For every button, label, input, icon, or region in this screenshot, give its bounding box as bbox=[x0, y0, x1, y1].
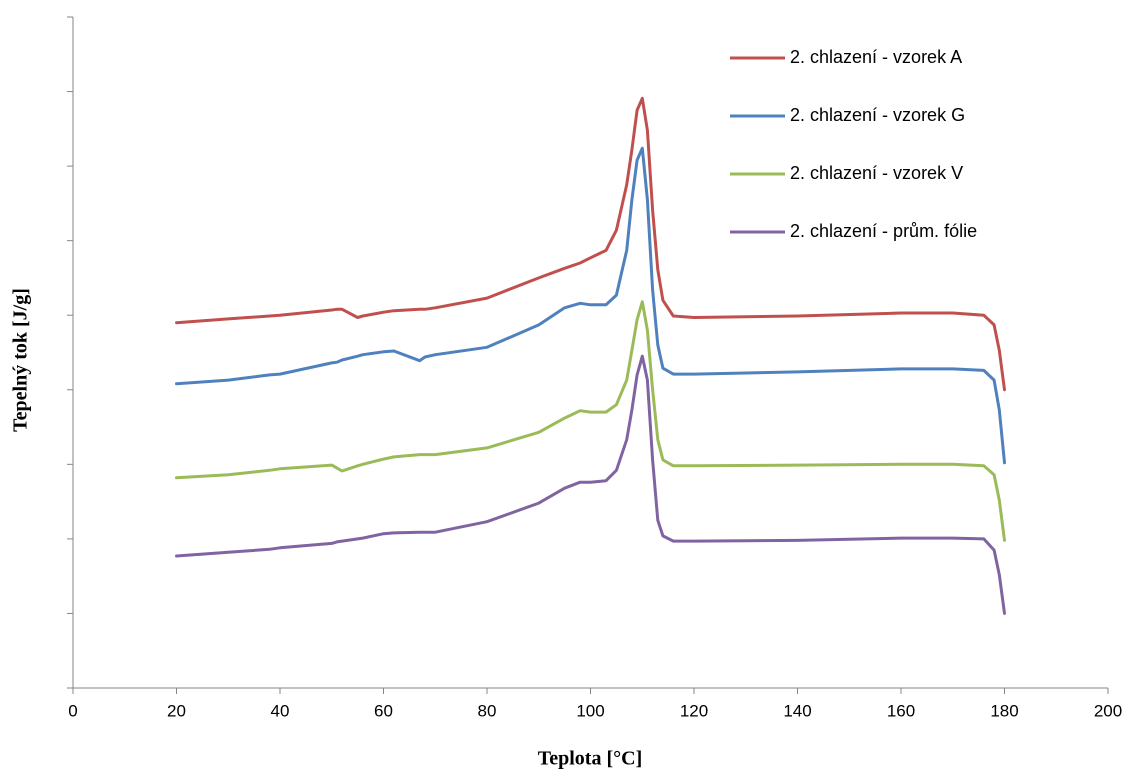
series-line bbox=[175, 300, 1006, 542]
x-tick-label: 200 bbox=[1094, 701, 1122, 720]
legend-label: 2. chlazení - vzorek G bbox=[790, 105, 965, 125]
x-tick-label: 120 bbox=[680, 701, 708, 720]
legend-label: 2. chlazení - prům. fólie bbox=[790, 221, 977, 241]
x-tick-label: 80 bbox=[478, 701, 497, 720]
legend-label: 2. chlazení - vzorek V bbox=[790, 163, 963, 183]
x-tick-label: 160 bbox=[887, 701, 915, 720]
series-line bbox=[175, 354, 1006, 615]
x-tick-label: 0 bbox=[68, 701, 77, 720]
series-line bbox=[175, 146, 1006, 465]
y-axis-title: Tepelný tok [J/g] bbox=[10, 288, 32, 432]
x-tick-label: 60 bbox=[374, 701, 393, 720]
legend-label: 2. chlazení - vzorek A bbox=[790, 47, 962, 67]
x-tick-label: 40 bbox=[271, 701, 290, 720]
x-tick-label: 100 bbox=[576, 701, 604, 720]
x-tick-label: 180 bbox=[990, 701, 1018, 720]
x-tick-label: 20 bbox=[167, 701, 186, 720]
x-tick-label: 140 bbox=[783, 701, 811, 720]
x-axis-title: Teplota [°C] bbox=[538, 748, 642, 770]
series-line bbox=[175, 96, 1006, 392]
